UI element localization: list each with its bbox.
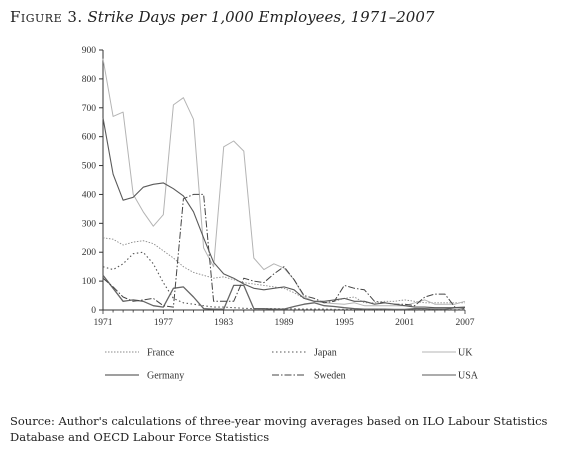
series-line-sweden (102, 193, 466, 310)
chart-series-lines (102, 58, 466, 311)
x-tick-label: 1971 (94, 318, 113, 328)
x-tick-label: 1983 (214, 318, 233, 328)
figure-title: Figure 3. Strike Days per 1,000 Employee… (10, 8, 434, 26)
series-line-usa (102, 117, 465, 309)
y-tick-label: 400 (82, 190, 97, 200)
y-tick-label: 100 (82, 277, 97, 287)
x-tick-label: 2007 (456, 318, 475, 328)
line-chart: 0 100 200 300 400 500 600 700 800 900 1971 1977 1983… (82, 46, 479, 382)
y-tick-label: 800 (82, 75, 97, 85)
x-tick-label: 1995 (335, 318, 354, 328)
legend-label-germany: Germany (147, 371, 184, 382)
x-tick-label: 1989 (275, 318, 294, 328)
legend-label-japan: Japan (314, 348, 337, 359)
x-tick-label: 1977 (154, 318, 173, 328)
legend-label-usa: USA (458, 371, 479, 382)
legend-label-sweden: Sweden (314, 371, 346, 382)
source-note: Source: Author's calculations of three-y… (10, 414, 548, 444)
y-tick-label: 0 (91, 306, 96, 316)
series-line-germany (102, 274, 466, 311)
legend-label-uk: UK (458, 348, 473, 359)
y-tick-label: 900 (82, 46, 97, 56)
chart-axes: 0 100 200 300 400 500 600 700 800 900 1971 1977 1983… (82, 46, 475, 328)
figure-label: Figure 3. (10, 8, 83, 26)
y-tick-label: 600 (82, 133, 97, 143)
legend-label-france: France (147, 348, 175, 359)
y-tick-label: 700 (82, 104, 97, 114)
series-line-france (102, 237, 465, 304)
y-tick-label: 500 (82, 162, 97, 172)
chart-title: Strike Days per 1,000 Employees, 1971–20… (87, 8, 435, 26)
series-line-uk (102, 58, 466, 307)
chart-legend: France Japan UK Germany Sweden USA (105, 348, 479, 382)
y-tick-label: 300 (82, 219, 97, 229)
x-tick-label: 2001 (395, 318, 414, 328)
y-tick-label: 200 (82, 248, 97, 258)
